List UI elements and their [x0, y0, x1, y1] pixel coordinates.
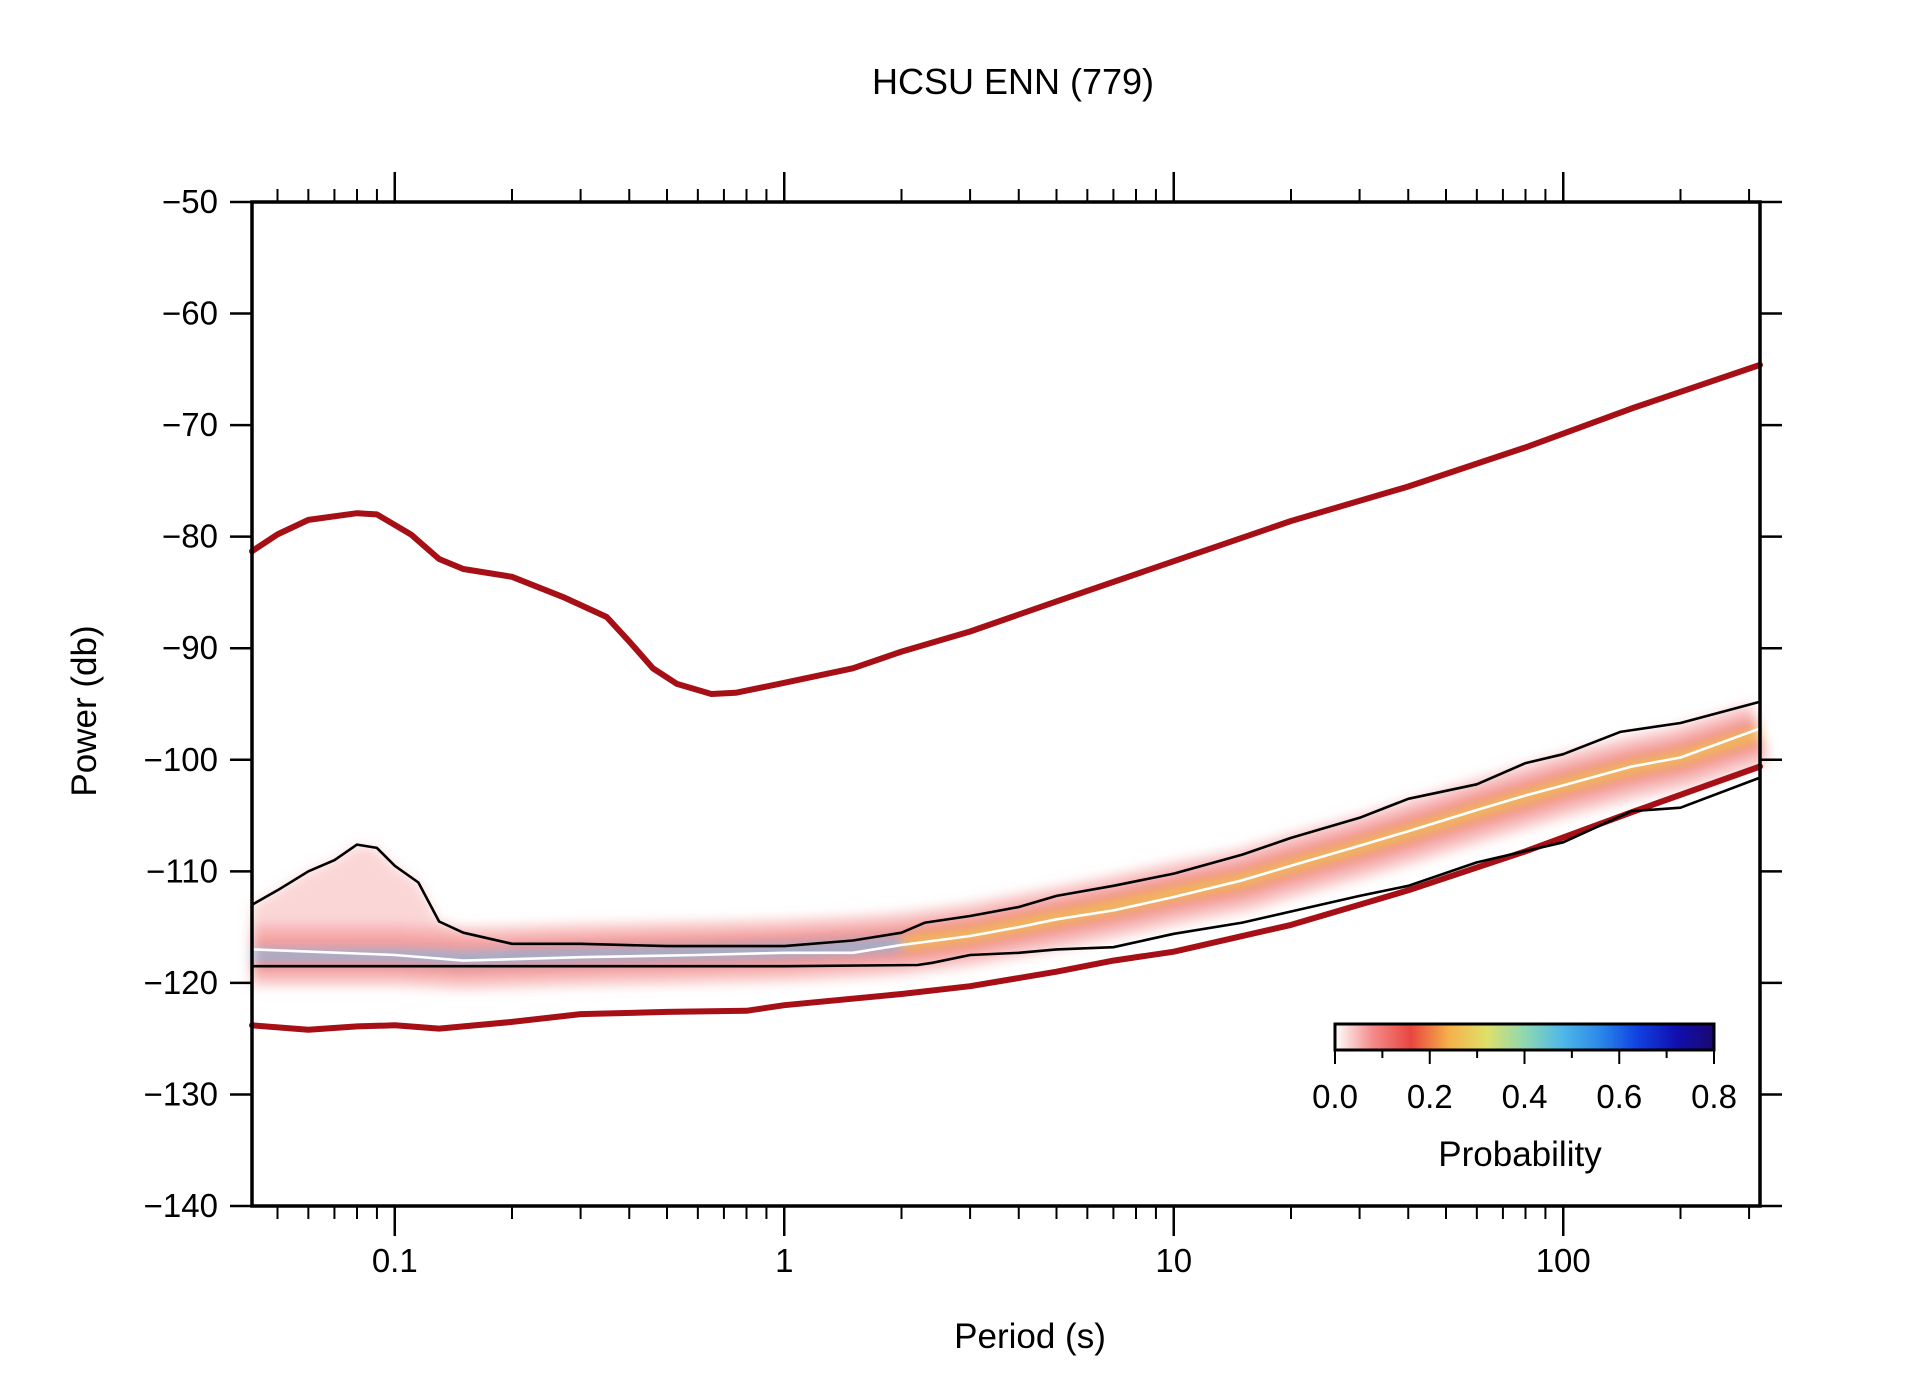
y-tick-label: −110	[146, 852, 218, 889]
y-tick-label: −60	[162, 295, 218, 332]
series-line-nlnm	[249, 763, 1763, 1033]
probability-spread-lowperiod	[252, 844, 512, 952]
x-tick-label: 1	[775, 1242, 793, 1279]
series-line-p90	[250, 700, 1762, 948]
y-tick-label: −70	[162, 406, 218, 443]
x-tick-label: 100	[1536, 1242, 1591, 1279]
colorbar-label: Probability	[1438, 1135, 1602, 1174]
colorbar-tick-label: 0.0	[1312, 1078, 1358, 1115]
y-tick-label: −140	[144, 1187, 218, 1224]
y-tick-label: −90	[162, 629, 218, 666]
colorbar-tick-label: 0.2	[1407, 1078, 1453, 1115]
series-line-p10	[250, 776, 1762, 968]
colorbar-tick-label: 0.4	[1502, 1078, 1548, 1115]
colorbar: Probability 0.0 0.2 0.4 0.6 0.8	[1312, 1022, 1737, 1174]
chart-title: HCSU ENN (779)	[872, 61, 1154, 102]
y-axis-title: Power (db)	[65, 625, 104, 796]
x-axis-title: Period (s)	[954, 1317, 1106, 1356]
x-tick-label: 10	[1155, 1242, 1192, 1279]
colorbar-gradient	[1333, 1022, 1716, 1052]
series-line-nhnm	[249, 361, 1763, 697]
y-tick-label: −80	[162, 518, 218, 555]
y-tick-label: −130	[144, 1075, 218, 1112]
x-tick-label: 0.1	[372, 1242, 418, 1279]
plot-frame	[250, 200, 1762, 1208]
colorbar-tick-label: 0.6	[1596, 1078, 1642, 1115]
y-tick-label: −100	[144, 741, 218, 778]
y-tick-label: −50	[162, 183, 218, 220]
colorbar-tick-label: 0.8	[1691, 1078, 1737, 1115]
y-tick-label: −120	[144, 964, 218, 1001]
series-line-mode	[250, 727, 1762, 962]
